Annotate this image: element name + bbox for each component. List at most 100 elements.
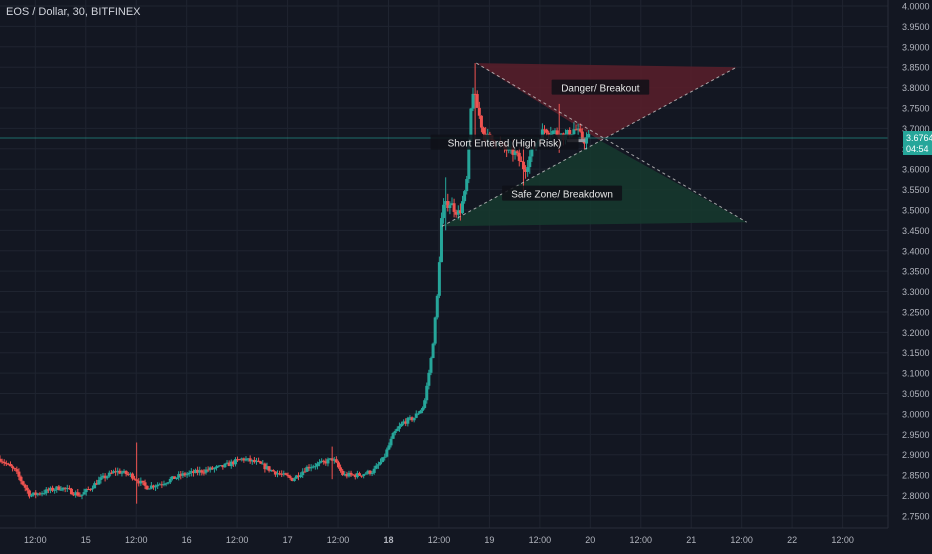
candle-body bbox=[334, 459, 338, 463]
candle-body bbox=[116, 470, 120, 473]
y-tick-label: 3.2500 bbox=[902, 307, 930, 317]
candle-body bbox=[21, 481, 25, 485]
candle-body bbox=[433, 317, 437, 344]
candle-body bbox=[86, 489, 90, 491]
candle-body bbox=[301, 471, 305, 476]
chart-title: EOS / Dollar, 30, BITFINEX bbox=[6, 6, 141, 18]
y-tick-label: 2.9000 bbox=[902, 450, 930, 460]
candle-body bbox=[257, 460, 261, 462]
candle-body bbox=[454, 211, 458, 215]
candle-body bbox=[416, 413, 420, 415]
candle-body bbox=[435, 295, 439, 318]
annotation-bg-safe bbox=[502, 185, 623, 201]
annotation-safe: Safe Zone/ Breakdown bbox=[502, 185, 623, 201]
candle-body bbox=[252, 459, 256, 463]
candle-body bbox=[124, 470, 128, 475]
candle-body bbox=[282, 473, 286, 475]
x-tick-label: 18 bbox=[383, 535, 393, 545]
candle-body bbox=[51, 487, 55, 491]
candle-body bbox=[208, 467, 212, 471]
y-tick-label: 3.8000 bbox=[902, 83, 930, 93]
y-tick-label: 3.3500 bbox=[902, 267, 930, 277]
candle-body bbox=[215, 466, 219, 469]
y-tick-label: 3.7000 bbox=[902, 124, 930, 134]
candle-body bbox=[280, 473, 284, 475]
candle-body bbox=[477, 107, 481, 116]
candle-body bbox=[347, 472, 351, 477]
candle-body bbox=[2, 461, 6, 464]
candle-body bbox=[482, 127, 486, 134]
candle-body bbox=[44, 489, 48, 494]
y-tick-label: 3.9000 bbox=[902, 42, 930, 52]
candle-body bbox=[27, 490, 31, 497]
candle-body bbox=[313, 466, 317, 468]
candle-body bbox=[330, 458, 334, 461]
candle-body bbox=[442, 204, 446, 219]
candle-body bbox=[391, 433, 395, 439]
candle-body bbox=[452, 203, 456, 212]
candle-body bbox=[328, 458, 332, 460]
candle-body bbox=[166, 482, 170, 484]
current-price-countdown: 04:54 bbox=[906, 144, 929, 154]
candle-body bbox=[427, 372, 431, 386]
candle-body bbox=[204, 469, 208, 473]
annotation-text-safe: Safe Zone/ Breakdown bbox=[511, 190, 613, 201]
y-tick-label: 3.7500 bbox=[902, 103, 930, 113]
x-tick-label: 12:00 bbox=[327, 535, 350, 545]
y-tick-label: 2.8500 bbox=[902, 471, 930, 481]
candle-body bbox=[0, 461, 4, 463]
candle-body bbox=[284, 473, 288, 475]
candle-body bbox=[263, 463, 267, 470]
x-tick-label: 20 bbox=[585, 535, 595, 545]
candle-body bbox=[383, 456, 387, 458]
candle-body bbox=[303, 471, 307, 473]
candle-body bbox=[82, 492, 86, 495]
candle-body bbox=[469, 108, 473, 141]
candle-body bbox=[408, 417, 412, 419]
candle-body bbox=[141, 480, 145, 483]
candle-body bbox=[189, 471, 193, 473]
candle-body bbox=[158, 484, 162, 486]
candle-body bbox=[271, 470, 275, 472]
candle-body bbox=[145, 485, 149, 490]
y-tick-label: 3.3000 bbox=[902, 287, 930, 297]
candle-body bbox=[488, 133, 492, 136]
candle-body bbox=[191, 471, 195, 474]
candle-body bbox=[183, 473, 187, 476]
annotation-text-short: Short Entered (High Risk) bbox=[448, 139, 562, 150]
candle-body bbox=[580, 131, 584, 141]
y-tick-label: 4.0000 bbox=[902, 2, 930, 12]
candle-body bbox=[555, 130, 559, 136]
x-tick-label: 12:00 bbox=[24, 535, 47, 545]
candle-body bbox=[414, 413, 418, 418]
candle-body bbox=[46, 489, 50, 491]
candle-body bbox=[389, 438, 393, 446]
candle-body bbox=[526, 167, 530, 172]
candle-body bbox=[566, 129, 570, 135]
candle-body bbox=[135, 479, 139, 481]
y-tick-label: 3.8500 bbox=[902, 63, 930, 73]
candle-body bbox=[349, 472, 353, 475]
candle-body bbox=[69, 488, 73, 495]
candle-body bbox=[130, 473, 134, 479]
y-tick-label: 3.4500 bbox=[902, 226, 930, 236]
candle-body bbox=[67, 488, 71, 490]
candle-body bbox=[578, 128, 582, 132]
candle-body bbox=[299, 475, 303, 478]
candle-body bbox=[9, 463, 13, 467]
candle-body bbox=[254, 460, 258, 463]
candle-body bbox=[6, 463, 10, 465]
candle-body bbox=[88, 489, 92, 491]
candle-body bbox=[120, 472, 124, 474]
candle-body bbox=[315, 463, 319, 467]
candle-body bbox=[265, 466, 269, 470]
candle-body bbox=[244, 459, 248, 461]
candle-body bbox=[160, 484, 164, 486]
candle-body bbox=[229, 461, 233, 467]
candle-body bbox=[219, 465, 223, 467]
candle-body bbox=[196, 469, 200, 473]
candle-body bbox=[147, 488, 151, 490]
